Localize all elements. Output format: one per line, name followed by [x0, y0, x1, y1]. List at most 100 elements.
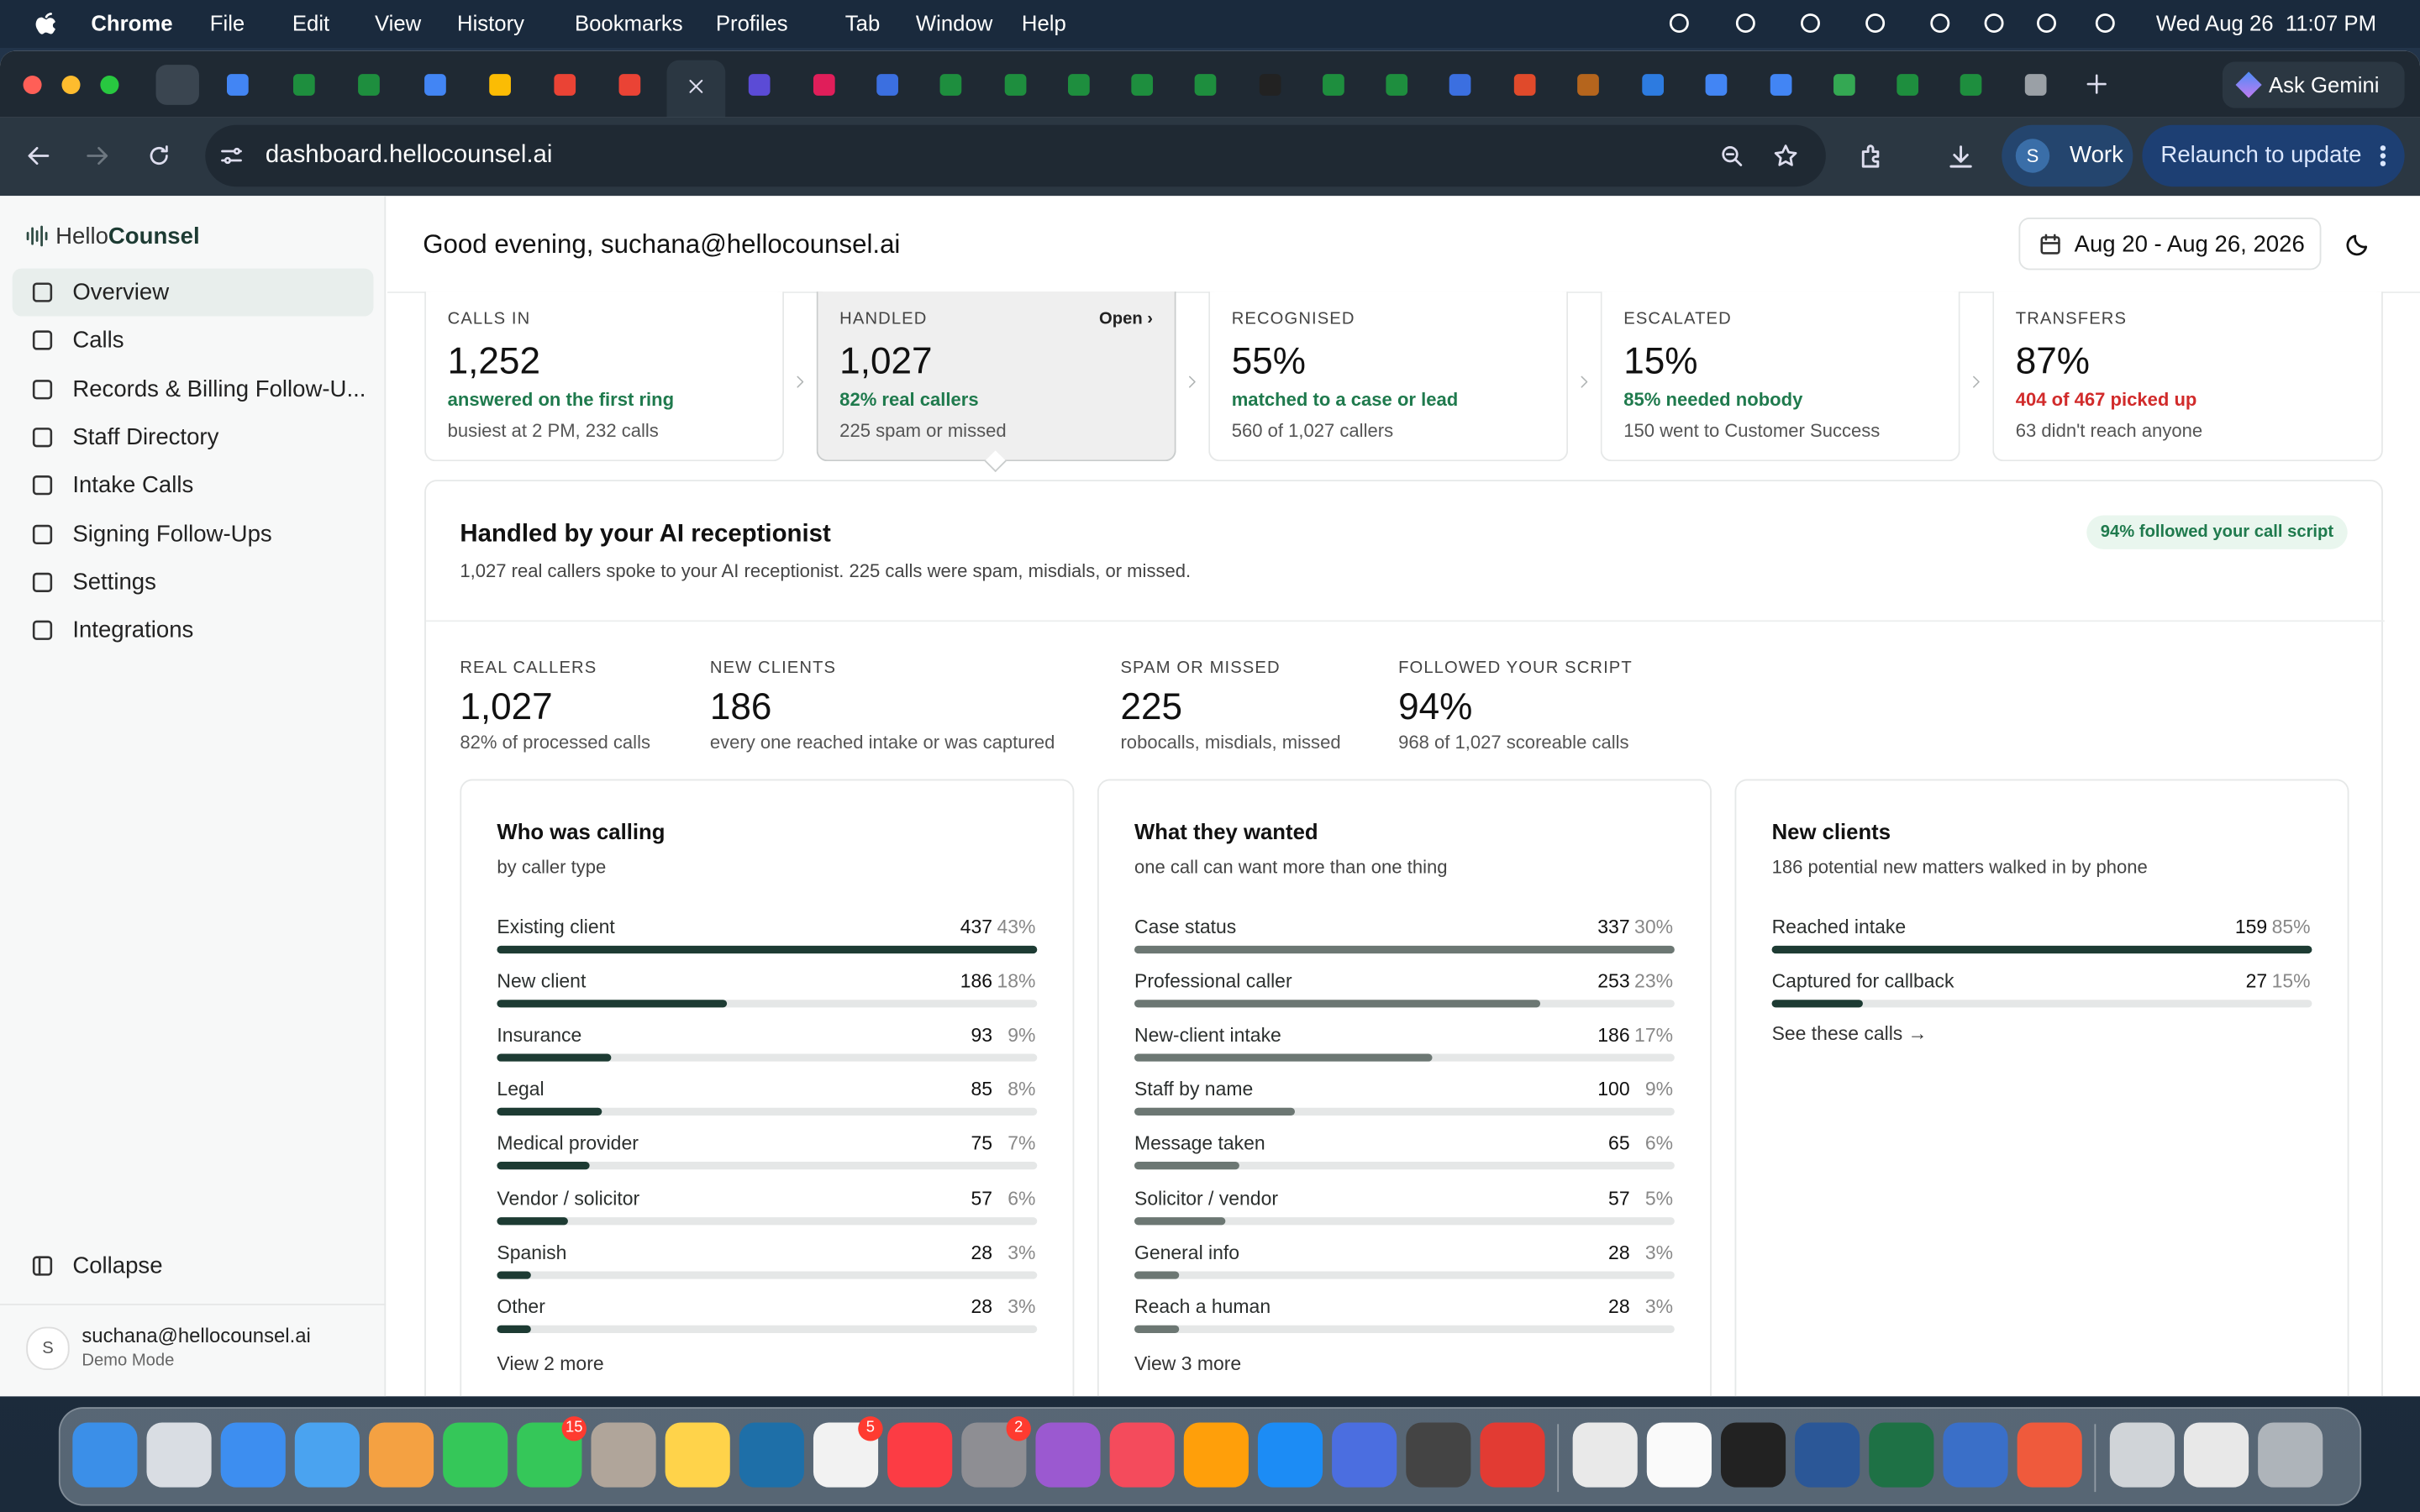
menu-item[interactable]: Help [1021, 10, 1066, 36]
dock-icon[interactable] [220, 1422, 286, 1488]
tab[interactable] [489, 74, 511, 96]
menu-item[interactable]: Tab [844, 10, 881, 36]
collapse-button[interactable]: Collapse [13, 1243, 374, 1286]
kpi-card[interactable]: ESCALATED 15% 85% needed nobody 150 went to… [1600, 291, 1960, 462]
apple-menu[interactable] [34, 11, 58, 35]
dock-icon[interactable] [2258, 1422, 2323, 1488]
dock-icon[interactable] [294, 1422, 360, 1488]
extensions[interactable] [1858, 144, 1884, 170]
dock-icon[interactable] [887, 1422, 953, 1488]
kpi-card[interactable]: RECOGNISED 55% matched to a case or lead 56… [1208, 291, 1569, 462]
dock-icon[interactable] [1183, 1422, 1249, 1488]
address-bar[interactable]: dashboard.hellocounsel.ai [205, 124, 1826, 187]
tab[interactable] [1323, 74, 1344, 96]
url[interactable]: dashboard.hellocounsel.ai [265, 141, 553, 169]
menu-item[interactable]: Window [915, 10, 993, 36]
date-range-picker[interactable]: Aug 20 - Aug 26, 2026 [2018, 217, 2322, 270]
view-more[interactable]: See these calls → [1771, 1023, 1928, 1045]
reload-button[interactable] [146, 144, 171, 168]
tab[interactable] [1194, 74, 1217, 96]
dock-icon[interactable] [1480, 1422, 1545, 1488]
tab-close[interactable] [687, 76, 705, 94]
clock[interactable]: Wed Aug 26 11:07 PM [2155, 10, 2376, 36]
tab[interactable] [813, 74, 835, 96]
tab[interactable] [618, 74, 641, 96]
tab[interactable] [227, 74, 249, 96]
theme-toggle[interactable] [2346, 232, 2370, 256]
dock-icon[interactable] [1109, 1422, 1175, 1488]
nav-item[interactable]: Signing Follow-Ups [13, 510, 374, 558]
tab[interactable] [358, 74, 380, 96]
tab[interactable] [1259, 74, 1281, 96]
menu-item[interactable]: Edit [292, 10, 330, 36]
kpi-card[interactable]: CALLS IN 1,252 answered on the first ring b… [424, 291, 785, 462]
nav-item[interactable]: Overview [12, 268, 374, 317]
tab[interactable] [1131, 74, 1154, 96]
window-control[interactable] [100, 76, 119, 95]
tab[interactable] [554, 74, 576, 96]
tab[interactable] [1770, 74, 1792, 96]
dock-icon[interactable] [1406, 1422, 1471, 1488]
tab-active[interactable] [666, 60, 726, 118]
status-icon[interactable] [1928, 11, 1952, 35]
back-button[interactable] [26, 144, 50, 168]
dock-icon[interactable] [2183, 1422, 2249, 1488]
tab[interactable] [1386, 74, 1408, 96]
view-more[interactable]: View 2 more [497, 1352, 604, 1375]
view-more[interactable]: View 3 more [1134, 1352, 1242, 1375]
dock-icon[interactable] [368, 1422, 434, 1488]
dock-icon[interactable] [665, 1422, 730, 1488]
tab[interactable] [1705, 74, 1728, 96]
menu-item[interactable]: History [457, 10, 525, 36]
tab-search[interactable] [155, 65, 199, 105]
dock-icon[interactable] [739, 1422, 804, 1488]
tab[interactable] [1449, 74, 1471, 96]
status-icon[interactable] [1733, 11, 1758, 35]
tab[interactable] [1897, 74, 1919, 96]
relaunch-button[interactable]: Relaunch to update [2142, 124, 2405, 187]
tab[interactable] [1960, 74, 1982, 96]
tab[interactable] [1513, 74, 1536, 96]
bookmark-star[interactable] [1773, 144, 1797, 168]
tab[interactable] [292, 74, 315, 96]
new-tab[interactable] [2085, 72, 2108, 96]
site-info[interactable] [219, 144, 244, 168]
dock-icon[interactable] [1035, 1422, 1101, 1488]
forward-button[interactable] [85, 144, 109, 168]
nav-item[interactable]: Staff Directory [13, 413, 374, 461]
status-icon[interactable] [1863, 11, 1887, 35]
tab[interactable] [424, 74, 446, 96]
dock-icon[interactable] [1943, 1422, 2008, 1488]
profile-button[interactable]: S Work [2002, 124, 2133, 187]
nav-item[interactable]: Settings [13, 559, 374, 606]
tab[interactable] [2024, 74, 2047, 96]
dock-icon[interactable] [1257, 1422, 1323, 1488]
menu-item[interactable]: View [374, 10, 422, 36]
menu-item[interactable]: Profiles [715, 10, 788, 36]
dock-icon[interactable] [443, 1422, 508, 1488]
dock-icon[interactable] [2109, 1422, 2175, 1488]
dock-icon[interactable] [1332, 1422, 1397, 1488]
status-icon[interactable] [2034, 11, 2059, 35]
status-icon[interactable] [2093, 11, 2118, 35]
kpi-card[interactable]: HANDLED Open › 1,027 82% real callers 225 sp… [816, 291, 1176, 462]
dock-icon[interactable] [1795, 1422, 1860, 1488]
kpi-card[interactable]: TRANSFERS 87% 404 of 467 picked up 63 didn'… [1992, 291, 2383, 462]
app-name[interactable]: Chrome [91, 10, 173, 36]
tab[interactable] [1833, 74, 1855, 96]
dock-icon[interactable] [72, 1422, 138, 1488]
user-avatar[interactable]: S [26, 1326, 70, 1371]
nav-item[interactable]: Records & Billing Follow-U... [13, 365, 374, 413]
dock-icon[interactable] [1646, 1422, 1712, 1488]
dock-icon[interactable] [1572, 1422, 1638, 1488]
window-control[interactable] [23, 76, 42, 95]
kpi-open[interactable]: Open › [1099, 310, 1154, 329]
tab[interactable] [939, 74, 962, 96]
status-icon[interactable] [1798, 11, 1823, 35]
dock-icon[interactable] [146, 1422, 212, 1488]
status-icon[interactable] [1981, 11, 2006, 35]
tab[interactable] [1642, 74, 1665, 96]
nav-item[interactable]: Intake Calls [13, 462, 374, 510]
zoom-icon[interactable] [1719, 144, 1744, 168]
dock-icon[interactable] [1869, 1422, 1934, 1488]
